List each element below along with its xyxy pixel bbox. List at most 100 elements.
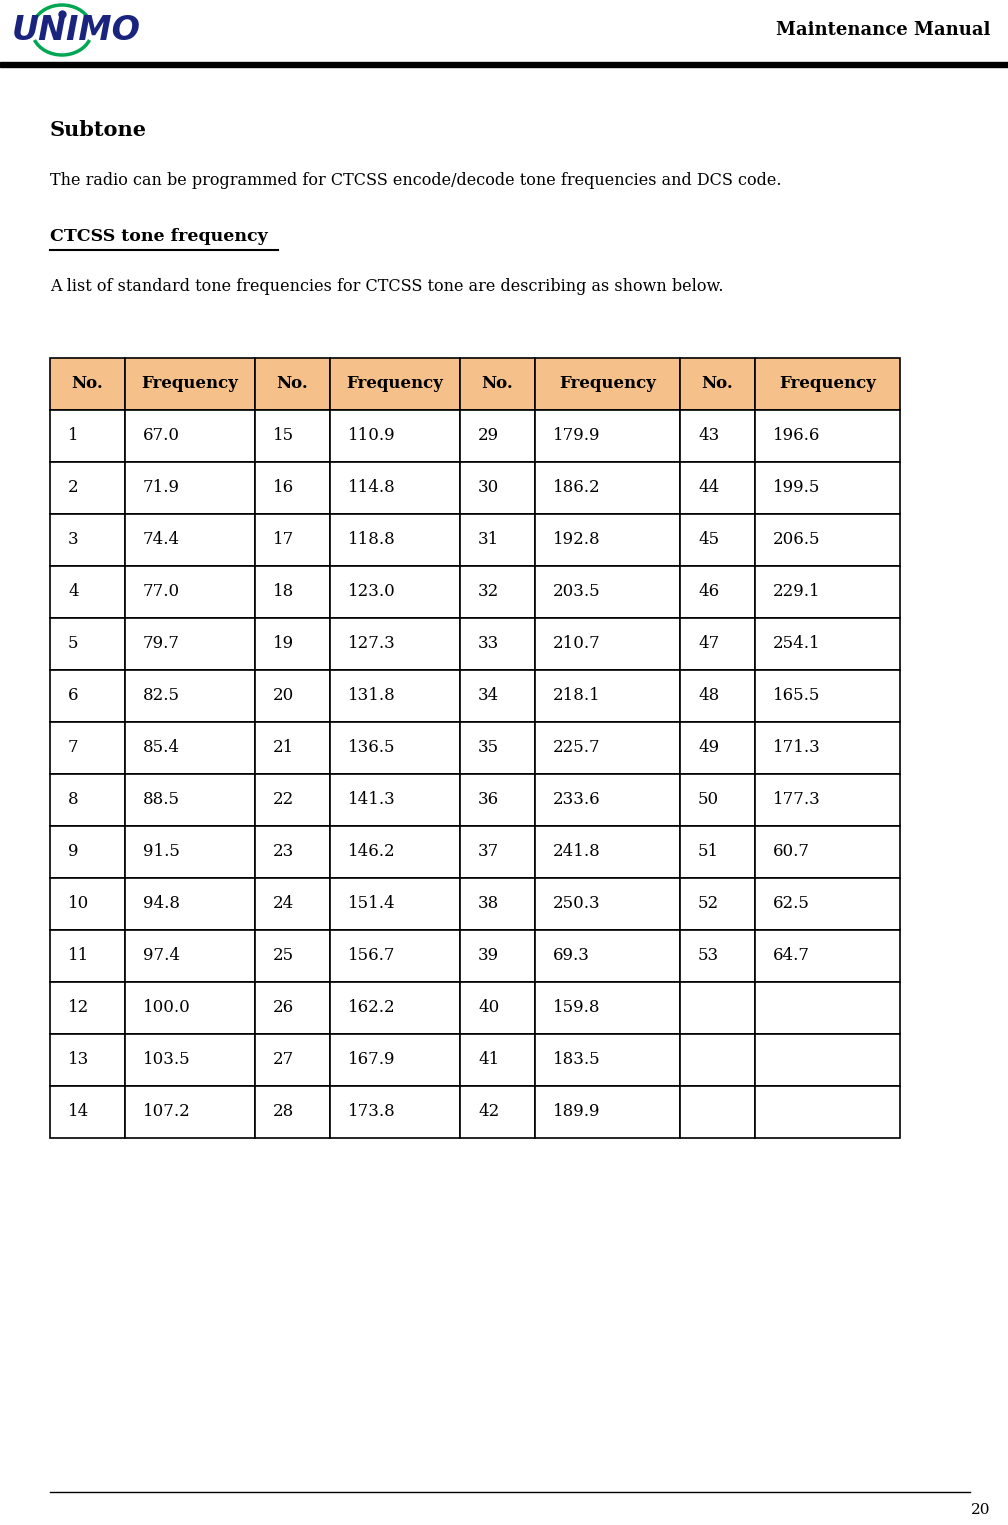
Text: 136.5: 136.5 [348,740,395,756]
Bar [50,878,125,930]
Bar [255,982,330,1034]
Text: 183.5: 183.5 [553,1052,601,1069]
Bar [50,618,125,669]
Bar [460,618,535,669]
Bar [755,721,900,775]
Text: 13: 13 [68,1052,90,1069]
Text: 250.3: 250.3 [553,895,601,912]
Bar [0,63,1008,67]
Text: 39: 39 [478,947,499,964]
Text: 64.7: 64.7 [773,947,810,964]
Bar [460,1086,535,1138]
Text: 42: 42 [478,1104,499,1121]
Text: 179.9: 179.9 [553,427,601,444]
Bar [125,358,255,410]
Text: 82.5: 82.5 [143,688,180,705]
Bar [125,775,255,827]
Bar [460,827,535,878]
Text: 60.7: 60.7 [773,843,810,860]
Bar [755,775,900,827]
Bar [255,669,330,721]
Text: 50: 50 [698,791,719,808]
Text: 62.5: 62.5 [773,895,809,912]
Text: 6: 6 [68,688,79,705]
Bar [125,721,255,775]
Bar [255,721,330,775]
Bar [330,618,460,669]
Text: 15: 15 [273,427,294,444]
Text: 151.4: 151.4 [348,895,395,912]
Text: 131.8: 131.8 [348,688,396,705]
Bar [330,410,460,462]
Bar [680,618,755,669]
Bar [330,514,460,566]
Bar [330,930,460,982]
Text: 5: 5 [68,636,79,653]
Text: 85.4: 85.4 [143,740,180,756]
Bar [535,514,680,566]
Text: 146.2: 146.2 [348,843,395,860]
Bar [755,358,900,410]
Bar [460,514,535,566]
Text: 28: 28 [273,1104,294,1121]
Text: 12: 12 [68,999,90,1017]
Text: 165.5: 165.5 [773,688,821,705]
Bar [460,721,535,775]
Bar [755,1086,900,1138]
Bar [680,721,755,775]
Text: No.: No. [482,375,513,392]
Bar [330,358,460,410]
Bar [255,827,330,878]
Text: No.: No. [72,375,104,392]
Text: 20: 20 [971,1504,990,1517]
Text: 156.7: 156.7 [348,947,395,964]
Text: 103.5: 103.5 [143,1052,191,1069]
Text: 94.8: 94.8 [143,895,180,912]
Text: 36: 36 [478,791,499,808]
Bar [680,878,755,930]
Bar [755,1034,900,1086]
Bar [255,462,330,514]
Bar [330,566,460,618]
Text: 11: 11 [68,947,90,964]
Text: 171.3: 171.3 [773,740,821,756]
Bar [680,1034,755,1086]
Text: 51: 51 [698,843,719,860]
Text: UNIMO: UNIMO [12,14,141,46]
Text: 91.5: 91.5 [143,843,179,860]
Bar [50,462,125,514]
Bar [125,462,255,514]
Bar [125,514,255,566]
Bar [125,1086,255,1138]
Text: 210.7: 210.7 [553,636,601,653]
Bar [125,878,255,930]
Bar [125,410,255,462]
Bar [330,827,460,878]
Text: 40: 40 [478,999,499,1017]
Bar [50,566,125,618]
Bar [255,358,330,410]
Text: 48: 48 [698,688,720,705]
Text: 31: 31 [478,532,499,549]
Bar [535,827,680,878]
Bar [680,514,755,566]
Bar [330,1086,460,1138]
Text: Maintenance Manual: Maintenance Manual [775,21,990,40]
Text: 8: 8 [68,791,79,808]
Bar [460,462,535,514]
Text: 41: 41 [478,1052,499,1069]
Text: 16: 16 [273,479,294,497]
Bar [535,669,680,721]
Bar [535,775,680,827]
Text: 67.0: 67.0 [143,427,180,444]
Bar [50,1086,125,1138]
Text: 38: 38 [478,895,499,912]
Text: 141.3: 141.3 [348,791,396,808]
Bar [330,1034,460,1086]
Bar [680,982,755,1034]
Text: 229.1: 229.1 [773,584,821,601]
Bar [535,462,680,514]
Bar [755,514,900,566]
Text: 53: 53 [698,947,719,964]
Bar [125,1034,255,1086]
